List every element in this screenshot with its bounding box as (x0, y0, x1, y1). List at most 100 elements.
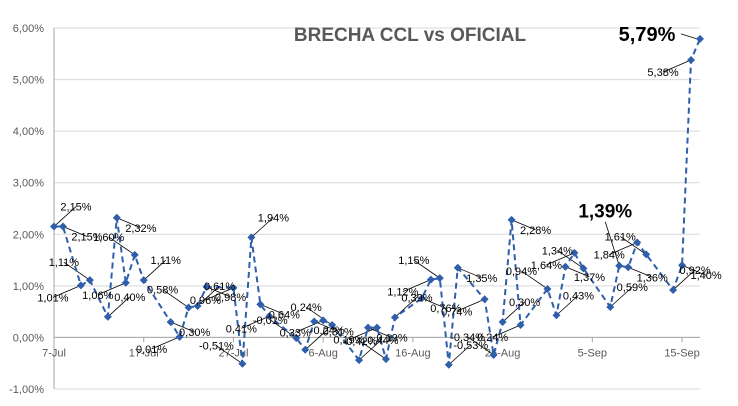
x-tick-label: 5-Sep (578, 347, 607, 359)
data-label: 0,19% (376, 333, 407, 345)
callout-label: 1,39% (578, 202, 632, 223)
data-label: 5,38% (647, 67, 678, 79)
y-tick-label: 3,00% (13, 178, 44, 190)
data-labels: 2,15% 2,15% 1,01% 1,11% 0,40% 2,32% 1,06% 1,60%… (37, 67, 722, 356)
y-tick-label: 5,00% (13, 75, 44, 87)
data-point-marker (624, 263, 633, 272)
data-point-marker (426, 275, 435, 284)
data-label-leader (492, 324, 521, 338)
data-label: -0,34% (450, 332, 485, 344)
data-label: 1,12% (387, 287, 418, 299)
callout-leader (680, 33, 698, 40)
data-point-marker (561, 262, 570, 271)
data-point-marker (50, 222, 58, 231)
data-point-marker (85, 276, 94, 285)
data-label-leader (467, 336, 494, 356)
data-label: 0,30% (179, 327, 210, 339)
data-label-leader (662, 59, 692, 73)
data-label-leader (672, 269, 696, 291)
data-point-marker (238, 359, 247, 368)
data-label: 0,76% (430, 303, 461, 315)
data-label: -0,51% (199, 341, 234, 353)
data-point-marker (130, 250, 139, 259)
x-tick-label: 17-Jul (129, 347, 159, 359)
data-point-marker (498, 317, 507, 326)
y-tick-label: 1,00% (13, 281, 44, 293)
y-tick-label: 6,00% (13, 23, 44, 35)
data-label-leader (143, 259, 166, 281)
data-label: 2,15% (71, 232, 102, 244)
chart-title: BRECHA CCL vs OFICIAL (294, 25, 527, 46)
x-tick-label: 7-Jul (42, 347, 66, 359)
data-markers (50, 34, 704, 369)
data-label: 0,94% (506, 266, 537, 278)
data-label-leader (260, 304, 285, 315)
data-label-leader (565, 266, 590, 278)
data-label-leader (52, 284, 82, 298)
data-label-leader (457, 267, 482, 279)
data-label-leader (448, 344, 472, 366)
data-label-leader (314, 321, 339, 332)
data-point-marker (579, 264, 588, 273)
data-label-leader (295, 320, 324, 333)
data-label-leader (251, 217, 274, 238)
data-label: 0,40% (114, 292, 145, 304)
data-point-marker (328, 321, 337, 330)
x-tick-label: 15-Sep (664, 347, 699, 359)
data-point-marker (453, 263, 462, 272)
data-label: 0,31% (323, 326, 354, 338)
x-axis-ticks: 7-Jul 17-Jul 27-Jul 6-Aug 16-Aug 26-Aug 5-Sep 1… (42, 337, 700, 359)
data-label: 0,01% (136, 344, 167, 356)
data-label-leader (62, 226, 88, 237)
data-point-marker (76, 281, 85, 290)
data-label-leader (107, 296, 131, 318)
data-point-marker (489, 350, 498, 359)
callout-label: 5,79% (619, 24, 676, 46)
data-point-marker (265, 312, 274, 321)
data-point-marker (435, 274, 444, 283)
data-point-marker (310, 317, 319, 326)
data-label: -0,24% (310, 325, 345, 337)
data-label-leader (681, 264, 707, 276)
data-point-marker (193, 301, 202, 310)
data-point-marker (678, 261, 687, 270)
y-tick-label: 0,00% (13, 332, 44, 344)
data-label-leader (456, 298, 485, 312)
data-label: 0,24% (291, 302, 322, 314)
data-label-leader (521, 270, 548, 290)
data-label: -0,44% (364, 335, 399, 347)
data-label-leader (116, 217, 141, 229)
data-point-marker (687, 55, 696, 64)
data-point-marker (292, 333, 301, 342)
label-leader-lines (52, 33, 707, 366)
data-point-marker (633, 238, 642, 247)
data-label: 1,64% (531, 260, 562, 272)
data-label-leader (151, 336, 180, 350)
data-label: 0,64% (269, 309, 300, 321)
data-point-marker (112, 213, 121, 222)
data-label: 1,11% (151, 255, 182, 267)
data-label-leader (205, 287, 234, 301)
data-point-marker (355, 356, 364, 365)
data-point-marker (247, 233, 256, 242)
data-label: 1,40% (690, 270, 721, 282)
data-point-marker (543, 284, 552, 293)
data-point-marker (480, 295, 489, 304)
callout-leader (604, 221, 620, 266)
data-label-leader (556, 294, 579, 316)
data-point-marker (390, 313, 399, 322)
data-label: 0,61% (204, 281, 235, 293)
data-label: 2,28% (520, 225, 551, 237)
data-point-marker (58, 222, 67, 231)
data-label: 0,39% (401, 292, 432, 304)
data-label: 1,84% (594, 250, 625, 262)
data-label: 0,19% (333, 335, 364, 347)
data-point-marker (606, 303, 615, 312)
data-point-marker (121, 278, 130, 287)
y-tick-label: -1,00% (9, 384, 44, 396)
data-label: 0,96% (190, 295, 221, 307)
data-label-leader (610, 286, 633, 308)
data-label-leader (162, 289, 189, 308)
data-point-marker (175, 332, 184, 341)
